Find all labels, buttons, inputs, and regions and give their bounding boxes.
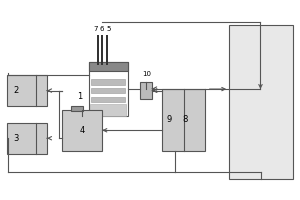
Text: 5: 5 — [106, 26, 111, 32]
Bar — [162, 89, 205, 151]
Text: 6: 6 — [100, 26, 104, 32]
Bar — [91, 106, 125, 111]
Bar — [62, 110, 102, 151]
Text: 7: 7 — [93, 26, 98, 32]
Bar — [229, 25, 293, 179]
Text: 1: 1 — [77, 92, 83, 101]
Text: 4: 4 — [80, 126, 85, 135]
Text: 2: 2 — [13, 86, 18, 95]
Text: 9: 9 — [166, 115, 171, 124]
Text: 10: 10 — [142, 71, 151, 77]
Bar — [91, 97, 125, 102]
Bar — [71, 106, 83, 111]
Bar — [7, 123, 47, 154]
Bar — [91, 88, 125, 93]
Text: 3: 3 — [13, 134, 18, 143]
Text: 8: 8 — [182, 115, 188, 124]
Bar — [89, 62, 128, 71]
Bar — [7, 75, 47, 106]
Bar — [91, 79, 125, 85]
Bar — [89, 62, 128, 116]
Bar — [140, 82, 152, 99]
Bar — [90, 104, 126, 116]
